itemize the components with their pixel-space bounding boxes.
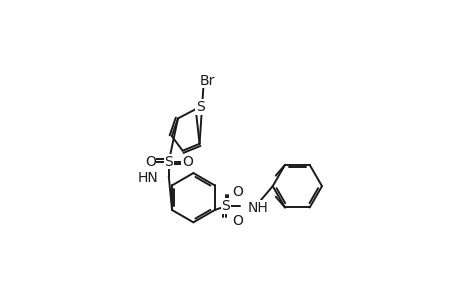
Text: S: S [221,199,230,213]
Text: S: S [196,100,204,114]
Text: O: O [231,214,242,228]
Text: NH: NH [247,201,268,215]
Text: HN: HN [137,171,157,185]
Text: S: S [164,154,173,169]
Text: Br: Br [199,74,214,88]
Text: O: O [231,184,242,199]
Text: O: O [181,154,192,169]
Text: O: O [145,154,156,169]
